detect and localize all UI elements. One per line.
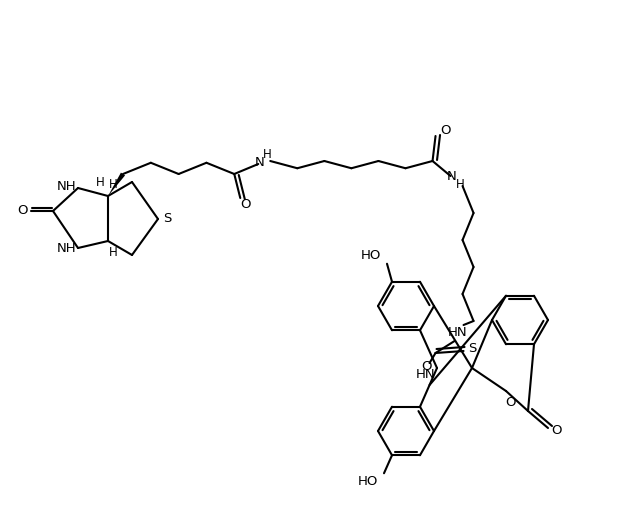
Text: O: O xyxy=(422,361,432,374)
Text: H: H xyxy=(109,246,117,259)
Text: NH: NH xyxy=(56,243,76,255)
Text: HN: HN xyxy=(416,368,435,381)
Text: O: O xyxy=(440,124,451,137)
Text: S: S xyxy=(468,342,477,354)
Text: N: N xyxy=(447,170,456,184)
Text: O: O xyxy=(18,203,28,217)
Text: O: O xyxy=(505,396,515,410)
Text: HN: HN xyxy=(448,327,467,340)
Text: S: S xyxy=(163,213,171,225)
Text: N: N xyxy=(254,156,264,169)
Text: HO: HO xyxy=(358,475,378,488)
Text: H: H xyxy=(263,149,271,162)
Text: H: H xyxy=(456,179,465,191)
Text: HO: HO xyxy=(361,249,381,262)
Text: H: H xyxy=(109,179,117,191)
Text: H: H xyxy=(95,175,104,188)
Text: O: O xyxy=(240,198,250,211)
Polygon shape xyxy=(108,172,125,196)
Text: NH: NH xyxy=(56,181,76,194)
Text: O: O xyxy=(551,424,561,437)
